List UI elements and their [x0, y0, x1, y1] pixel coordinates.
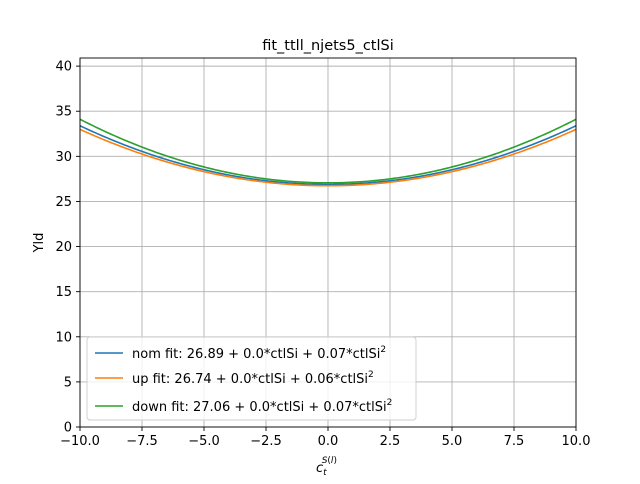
y-tick-label: 10 [55, 330, 72, 345]
legend-entry-nom: nom fit: 26.89 + 0.0*ctlSi + 0.07*ctlSi2 [132, 345, 386, 362]
legend-entry-up: up fit: 26.74 + 0.0*ctlSi + 0.06*ctlSi2 [132, 370, 374, 387]
x-tick-label: −10.0 [60, 434, 100, 449]
x-tick-label: 10.0 [562, 434, 591, 449]
chart-title: fit_ttll_njets5_ctlSi [262, 38, 394, 54]
legend-entry-nom-label: nom fit: 26.89 + 0.0*ctlSi + 0.07*ctlSi [132, 347, 380, 362]
x-axis-label-base: c [316, 461, 323, 476]
y-tick-label: 0 [64, 421, 72, 436]
series-lines [79, 118, 577, 187]
x-tick-label: −7.5 [126, 434, 158, 449]
series-line-up [79, 128, 577, 187]
y-tick-label: 20 [55, 240, 72, 255]
x-tick-label: −5.0 [188, 434, 220, 449]
legend-entry-down-sup: 2 [387, 398, 393, 408]
x-axis-label-sub: t [323, 468, 327, 478]
x-axis-label-sup-sub: l [331, 456, 334, 466]
x-tick-label: −2.5 [250, 434, 282, 449]
x-tick-label: 7.5 [504, 434, 525, 449]
y-axis-ticks: 0 5 10 15 20 25 30 35 40 [55, 60, 80, 436]
y-axis-label: Yld [32, 233, 47, 254]
x-tick-label: 5.0 [442, 434, 463, 449]
x-axis-label-sup-paren-close: ) [333, 456, 337, 466]
legend-entry-nom-sup: 2 [380, 345, 386, 355]
y-tick-label: 30 [55, 150, 72, 165]
legend-box [86, 336, 417, 421]
legend-entry-up-label: up fit: 26.74 + 0.0*ctlSi + 0.06*ctlSi [132, 372, 368, 387]
y-tick-label: 5 [64, 375, 72, 390]
x-axis-ticks: −10.0 −7.5 −5.0 −2.5 0.0 2.5 5.0 7.5 10.0 [60, 427, 590, 449]
legend-entry-down: down fit: 27.06 + 0.0*ctlSi + 0.07*ctlSi… [132, 398, 392, 415]
y-tick-label: 35 [55, 105, 72, 120]
x-axis-label: ctS(l) [316, 456, 337, 478]
legend: nom fit: 26.89 + 0.0*ctlSi + 0.07*ctlSi2… [86, 336, 417, 421]
x-axis-label-sup-base: S [322, 456, 328, 466]
x-axis-label-sup-paren-open: ( [327, 456, 331, 466]
legend-entry-up-sup: 2 [368, 370, 374, 380]
series-line-down [79, 118, 577, 184]
y-tick-label: 40 [55, 60, 72, 75]
x-tick-label: 2.5 [380, 434, 401, 449]
legend-entry-down-label: down fit: 27.06 + 0.0*ctlSi + 0.07*ctlSi [132, 400, 387, 415]
series-line-nom [79, 125, 577, 186]
y-tick-label: 15 [55, 285, 72, 300]
x-tick-label: 0.0 [318, 434, 339, 449]
y-tick-label: 25 [55, 195, 72, 210]
